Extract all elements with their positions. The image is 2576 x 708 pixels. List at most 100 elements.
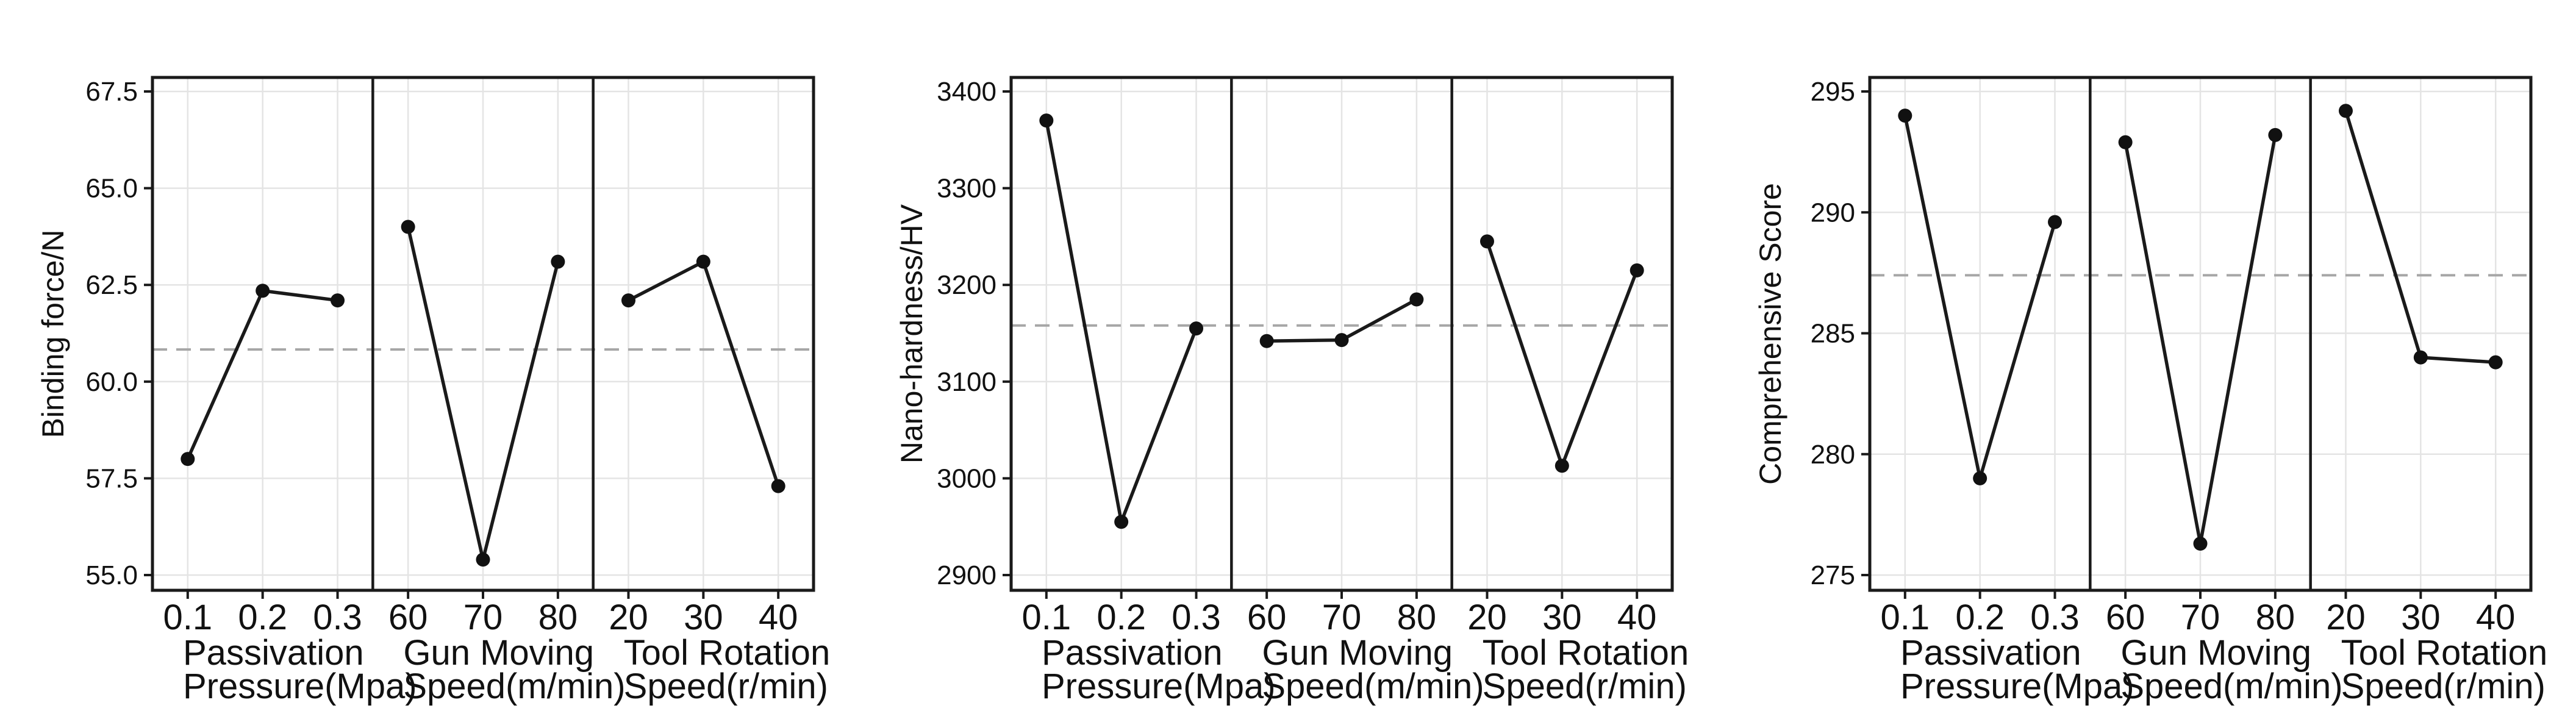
- x-tick-label: 20: [1467, 598, 1507, 637]
- x-tick-label: 70: [463, 598, 503, 637]
- data-point: [1630, 263, 1644, 277]
- panel-c: C 2952902852802750.10.20.3PassivationPre…: [1717, 0, 2576, 708]
- x-axis-caption-line2: Speed(m/min): [403, 667, 625, 706]
- x-tick-label: 80: [538, 598, 578, 637]
- x-tick-label: 0.1: [1880, 598, 1930, 637]
- y-tick-label: 60.0: [85, 367, 138, 397]
- subpanel-series: [2118, 127, 2283, 551]
- x-tick-label: 30: [2401, 598, 2441, 637]
- grid-layer: [152, 77, 814, 590]
- x-axis-caption-line1: Gun Moving: [1262, 633, 1453, 673]
- x-axis-caption-line1: Passivation: [1900, 633, 2081, 673]
- x-axis-caption-line2: Speed(r/min): [624, 667, 828, 706]
- data-point: [1479, 234, 1494, 249]
- x-tick-label: 0.1: [1021, 598, 1071, 637]
- grid-layer: [1011, 77, 1672, 590]
- grid-layer: [1870, 77, 2531, 590]
- x-axis-caption-line2: Speed(m/min): [2120, 667, 2342, 706]
- y-tick-label: 3400: [937, 77, 996, 107]
- y-tick-label: 3200: [937, 270, 996, 300]
- data-point: [621, 293, 635, 308]
- y-axis-title: Comprehensive Score: [1753, 183, 1787, 485]
- x-tick-label: 0.2: [1097, 598, 1146, 637]
- x-axis-caption-line1: Passivation: [1042, 633, 1223, 673]
- x-tick-label: 0.2: [1955, 598, 2005, 637]
- x-tick-label: 40: [2476, 598, 2516, 637]
- x-tick-label: 60: [388, 598, 428, 637]
- subpanel-series: [401, 220, 565, 567]
- data-point: [551, 254, 565, 269]
- x-tick-label: 80: [1397, 598, 1437, 637]
- subpanel-series: [1898, 109, 2063, 485]
- y-tick-label: 295: [1811, 77, 1855, 107]
- data-point: [181, 452, 195, 467]
- y-tick-label: 280: [1811, 440, 1855, 470]
- panel-b: B 3400330032003100300029000.10.20.3Passi…: [859, 0, 1717, 708]
- x-tick-label: 70: [1322, 598, 1362, 637]
- x-tick-label: 20: [2326, 598, 2366, 637]
- panel-a-plot: 67.5 65.0 62.5 60.0 57.5 55.0 0.1 0.2 0.3Passiva…: [0, 0, 859, 708]
- axis-tick-layer: [1003, 90, 1639, 599]
- y-tick-label: 62.5: [85, 270, 138, 300]
- y-tick-label: 3000: [937, 463, 996, 493]
- subpanel-series: [181, 284, 345, 467]
- x-tick-label: 30: [684, 598, 723, 637]
- x-axis-caption-line2: Pressure(Mpa): [183, 667, 417, 706]
- data-point: [1898, 109, 1912, 123]
- y-tick-label: 285: [1811, 319, 1855, 349]
- data-point: [2338, 104, 2353, 118]
- data-point: [1039, 113, 1054, 128]
- x-axis-caption-line1: Passivation: [183, 633, 364, 673]
- x-tick-label: 20: [609, 598, 648, 637]
- subpanel-series: [1259, 292, 1424, 348]
- data-point: [476, 552, 490, 567]
- x-tick-label: 60: [2106, 598, 2145, 637]
- x-axis-caption-line2: Pressure(Mpa): [1900, 667, 2134, 706]
- x-tick-label: 80: [2256, 598, 2295, 637]
- data-point: [2193, 536, 2208, 551]
- x-axis-caption-line2: Speed(r/min): [2341, 667, 2546, 706]
- y-tick-label: 67.5: [85, 77, 138, 107]
- y-tick-label: 3100: [937, 367, 996, 397]
- x-tick-label: 0.3: [1172, 598, 1221, 637]
- data-point: [1114, 515, 1129, 529]
- y-tick-label: 275: [1811, 560, 1855, 590]
- axis-tick-layer: [144, 90, 780, 599]
- data-point: [2268, 127, 2283, 142]
- data-point: [2488, 355, 2503, 370]
- x-tick-label: 60: [1247, 598, 1287, 637]
- data-point: [1189, 321, 1204, 336]
- x-axis-caption-line2: Speed(m/min): [1262, 667, 1484, 706]
- x-tick-label: 30: [1542, 598, 1582, 637]
- x-tick-label: 0.3: [2030, 598, 2080, 637]
- y-tick-label: 3300: [937, 174, 996, 204]
- y-axis-title: Binding force/N: [36, 230, 70, 438]
- data-point: [2118, 135, 2133, 149]
- x-axis-caption-line1: Tool Rotation: [2341, 633, 2548, 673]
- y-tick-label: 65.0: [85, 174, 138, 204]
- x-axis-caption-line1: Gun Moving: [403, 633, 594, 673]
- y-axis-title: Nano-hardness/HV: [895, 204, 929, 463]
- subpanel-series: [621, 254, 785, 493]
- subpanel-series: [1039, 113, 1204, 529]
- data-point: [401, 220, 415, 234]
- x-axis-caption-line1: Tool Rotation: [624, 633, 831, 673]
- subpanel-series: [2338, 104, 2503, 370]
- panel-c-plot: 295 290 285 280 275 0.1 0.2 0.3PassivationPress…: [1717, 0, 2576, 708]
- x-axis-caption-line1: Tool Rotation: [1483, 633, 1689, 673]
- data-point: [1973, 471, 1987, 485]
- data-point: [2048, 215, 2063, 229]
- subpanel-series: [1479, 234, 1644, 473]
- data-point: [1259, 334, 1274, 348]
- y-tick-label: 57.5: [85, 463, 138, 493]
- x-axis-caption-line2: Pressure(Mpa): [1042, 667, 1276, 706]
- data-point: [1334, 333, 1349, 348]
- data-point: [696, 254, 710, 269]
- y-tick-label: 290: [1811, 198, 1855, 227]
- y-tick-label: 2900: [937, 560, 996, 590]
- data-point: [256, 284, 270, 298]
- data-point: [1555, 459, 1569, 473]
- x-tick-label: 40: [759, 598, 798, 637]
- data-point: [771, 479, 785, 493]
